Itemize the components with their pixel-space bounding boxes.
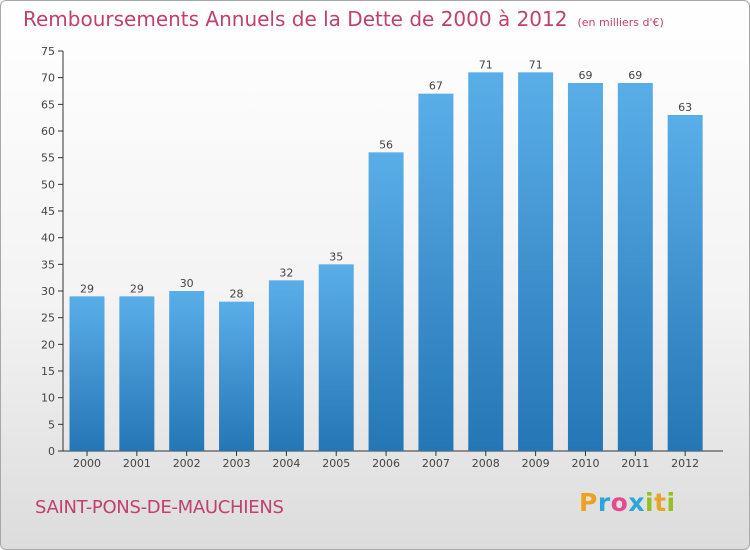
value-label-2002: 30 [180, 277, 194, 290]
bar-2009 [518, 72, 554, 451]
proxiti-logo: Proxiti [579, 488, 676, 517]
x-tick-label-2005: 2005 [322, 457, 350, 470]
y-axis: 0 5 10 15 20 25 30 35 40 45 50 55 60 65 70 75 [41, 45, 64, 458]
x-tick-label-2007: 2007 [422, 457, 450, 470]
value-label-2011: 69 [628, 69, 642, 82]
y-tick-label: 75 [41, 45, 55, 58]
title-text: Remboursements Annuels de la Dette de 20… [23, 7, 568, 31]
y-tick-label: 55 [41, 152, 55, 165]
x-tick-label-2002: 2002 [173, 457, 201, 470]
x-tick-label-2004: 2004 [272, 457, 300, 470]
y-tick-label: 65 [41, 98, 55, 111]
bar-2001 [119, 296, 155, 451]
value-label-2008: 71 [479, 58, 493, 71]
bar-2008 [468, 72, 504, 451]
value-label-2005: 35 [329, 250, 343, 263]
y-tick-label: 70 [41, 72, 55, 85]
bar-2000 [69, 296, 105, 451]
chart-title: Remboursements Annuels de la Dette de 20… [23, 7, 664, 31]
y-tick-label: 10 [41, 392, 55, 405]
x-tick-label-2009: 2009 [522, 457, 550, 470]
x-tick-label-2010: 2010 [571, 457, 599, 470]
y-tick-label: 15 [41, 365, 55, 378]
x-tick-label-2001: 2001 [123, 457, 151, 470]
bar-2011 [617, 83, 653, 451]
x-tick-label-2011: 2011 [621, 457, 649, 470]
y-tick-label: 20 [41, 338, 55, 351]
x-tick-label-2000: 2000 [73, 457, 101, 470]
commune-name: SAINT-PONS-DE-MAUCHIENS [35, 497, 284, 518]
x-tick-label-2003: 2003 [223, 457, 251, 470]
value-label-2009: 71 [529, 58, 543, 71]
x-axis: 2000 2001 2002 2003 2004 2005 2006 2007 2008 2009… [63, 450, 723, 470]
bar-2004 [268, 280, 304, 451]
value-label-2004: 32 [279, 266, 293, 279]
value-label-2003: 28 [230, 288, 244, 301]
bars: 29 29 30 28 32 35 56 67 71 71 69 69 63 [69, 58, 703, 452]
x-tick-label-2006: 2006 [372, 457, 400, 470]
value-label-2010: 69 [578, 69, 592, 82]
y-tick-label: 5 [48, 418, 55, 431]
y-tick-label: 30 [41, 285, 55, 298]
bar-2005 [318, 264, 354, 451]
value-label-2007: 67 [429, 80, 443, 93]
y-tick-label: 25 [41, 312, 55, 325]
bar-2007 [418, 93, 454, 452]
y-tick-label: 35 [41, 258, 55, 271]
y-tick-label: 50 [41, 178, 55, 191]
value-label-2012: 63 [678, 101, 692, 114]
bar-2003 [219, 301, 255, 451]
unit-text: (en milliers d'€) [577, 16, 664, 29]
value-label-2001: 29 [130, 282, 144, 295]
y-tick-label: 45 [41, 205, 55, 218]
x-tick-label-2012: 2012 [671, 457, 699, 470]
value-label-2000: 29 [80, 282, 94, 295]
y-tick-label: 0 [48, 445, 55, 458]
y-tick-label: 60 [41, 125, 55, 138]
bar-2012 [667, 115, 703, 451]
bar-2010 [567, 83, 603, 451]
y-tick-label: 40 [41, 232, 55, 245]
bar-2002 [169, 291, 205, 451]
x-tick-label-2008: 2008 [472, 457, 500, 470]
bar-2006 [368, 152, 404, 452]
value-label-2006: 56 [379, 138, 393, 151]
